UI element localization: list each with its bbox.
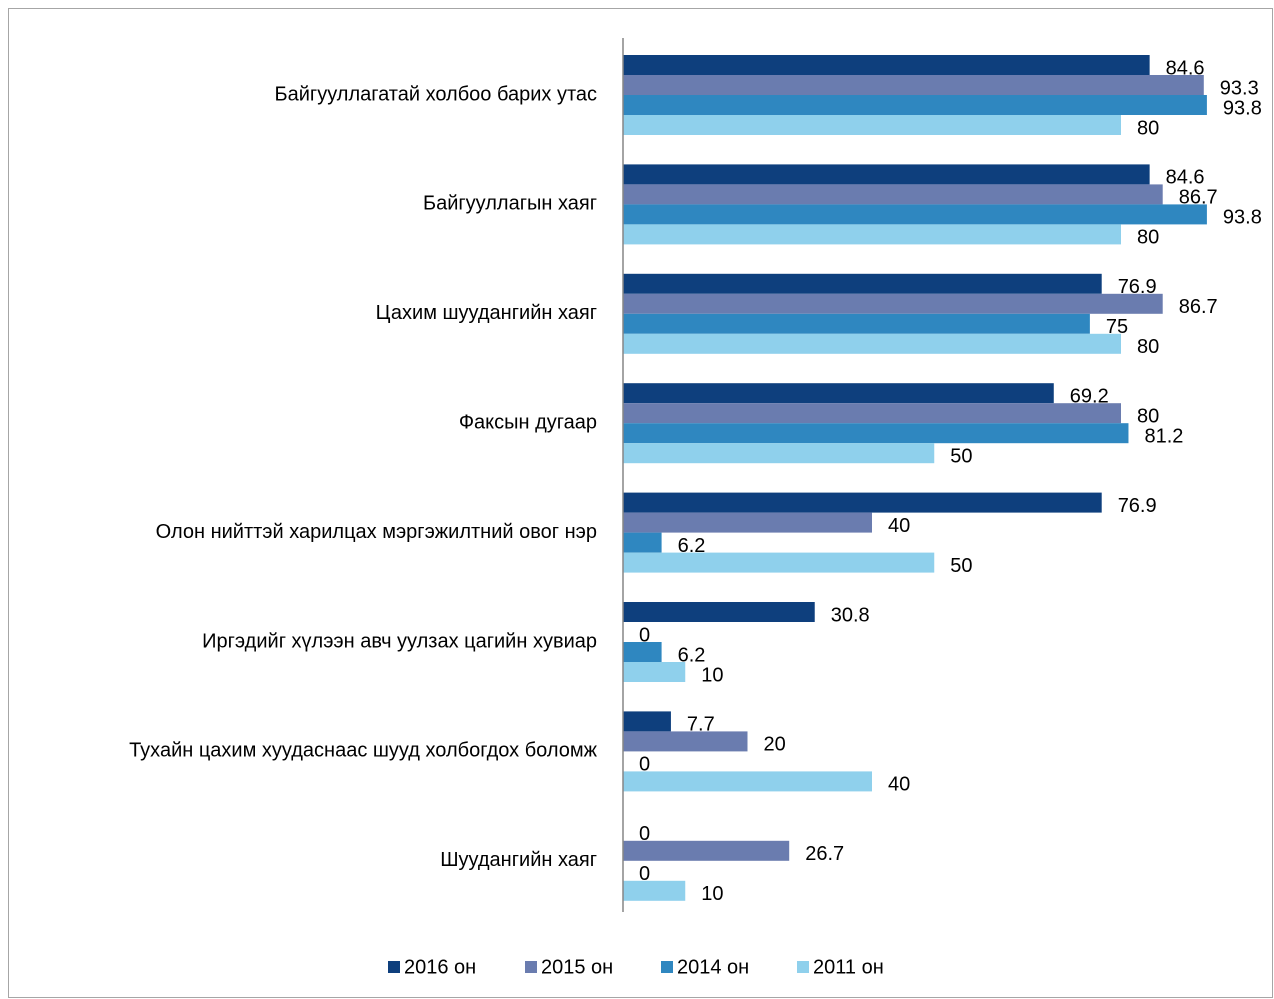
bar xyxy=(623,75,1204,95)
data-label: 50 xyxy=(950,445,972,467)
data-label: 86.7 xyxy=(1179,296,1218,318)
data-label: 80 xyxy=(1137,227,1159,249)
data-label: 81.2 xyxy=(1144,425,1183,447)
bar xyxy=(623,731,748,752)
bar xyxy=(623,532,662,553)
data-label: 50 xyxy=(950,555,972,577)
category-label: Иргэдийг хүлээн авч уулзах цагийн хувиар xyxy=(202,630,597,652)
data-label: 6.2 xyxy=(678,644,706,666)
legend-swatch xyxy=(388,961,400,973)
bar xyxy=(623,512,872,533)
data-label: 0 xyxy=(639,624,650,646)
data-label: 84.6 xyxy=(1166,167,1205,189)
data-label: 69.2 xyxy=(1070,385,1109,407)
data-label: 0 xyxy=(639,823,650,845)
bar xyxy=(623,224,1121,245)
bar xyxy=(623,115,1121,135)
bar xyxy=(623,602,815,622)
legend-swatch xyxy=(661,961,673,973)
bar xyxy=(623,293,1163,314)
bar xyxy=(623,204,1207,225)
legend-label: 2011 он xyxy=(813,956,884,978)
bar xyxy=(623,164,1150,185)
data-label: 6.2 xyxy=(678,535,706,557)
bar xyxy=(623,383,1054,404)
data-label: 76.9 xyxy=(1118,276,1157,298)
bar xyxy=(623,492,1102,513)
bar xyxy=(623,711,671,732)
data-label: 93.3 xyxy=(1220,77,1259,99)
data-label: 10 xyxy=(701,883,723,905)
bar xyxy=(623,880,686,901)
category-label: Байгууллагын хаяг xyxy=(423,193,597,215)
bar xyxy=(623,423,1129,444)
data-label: 86.7 xyxy=(1179,187,1218,209)
data-label: 80 xyxy=(1137,336,1159,358)
bar xyxy=(623,333,1121,354)
data-label: 75 xyxy=(1106,316,1128,338)
bar xyxy=(623,771,872,792)
legend-label: 2016 он xyxy=(404,956,476,978)
category-label: Олон нийттэй харилцах мэргэжилтний овог … xyxy=(156,521,597,543)
legend-swatch xyxy=(525,961,537,973)
data-label: 40 xyxy=(888,515,910,537)
bar xyxy=(623,273,1102,294)
category-label: Цахим шуудангийн хаяг xyxy=(376,302,597,324)
category-label: Факсын дугаар xyxy=(459,411,597,433)
bar xyxy=(623,403,1121,424)
bar xyxy=(623,313,1090,334)
legend-swatch xyxy=(797,961,809,973)
legend-label: 2014 он xyxy=(677,956,749,978)
bar xyxy=(623,642,662,662)
data-label: 0 xyxy=(639,863,650,885)
data-label: 80 xyxy=(1137,405,1159,427)
data-label: 10 xyxy=(701,664,723,686)
bar xyxy=(623,95,1207,115)
data-label: 80 xyxy=(1137,117,1159,139)
data-label: 0 xyxy=(639,754,650,776)
data-label: 30.8 xyxy=(831,604,870,626)
bar xyxy=(623,662,686,682)
category-label: Шуудангийн хаяг xyxy=(440,849,597,871)
data-label: 93.8 xyxy=(1223,207,1262,229)
category-label: Байгууллагатай холбоо барих утас xyxy=(275,83,597,105)
bar xyxy=(623,840,790,861)
data-label: 7.7 xyxy=(687,714,715,736)
data-label: 93.8 xyxy=(1223,97,1262,119)
bar xyxy=(623,55,1150,75)
category-label: Тухайн цахим хуудаснаас шууд холбогдох б… xyxy=(129,740,598,762)
bar xyxy=(623,552,935,573)
data-label: 84.6 xyxy=(1166,57,1205,79)
data-label: 20 xyxy=(764,734,786,756)
legend-label: 2015 он xyxy=(541,956,613,978)
data-label: 26.7 xyxy=(805,843,844,865)
bar xyxy=(623,184,1163,205)
data-label: 40 xyxy=(888,774,910,796)
bar xyxy=(623,443,935,464)
data-label: 76.9 xyxy=(1118,495,1157,517)
